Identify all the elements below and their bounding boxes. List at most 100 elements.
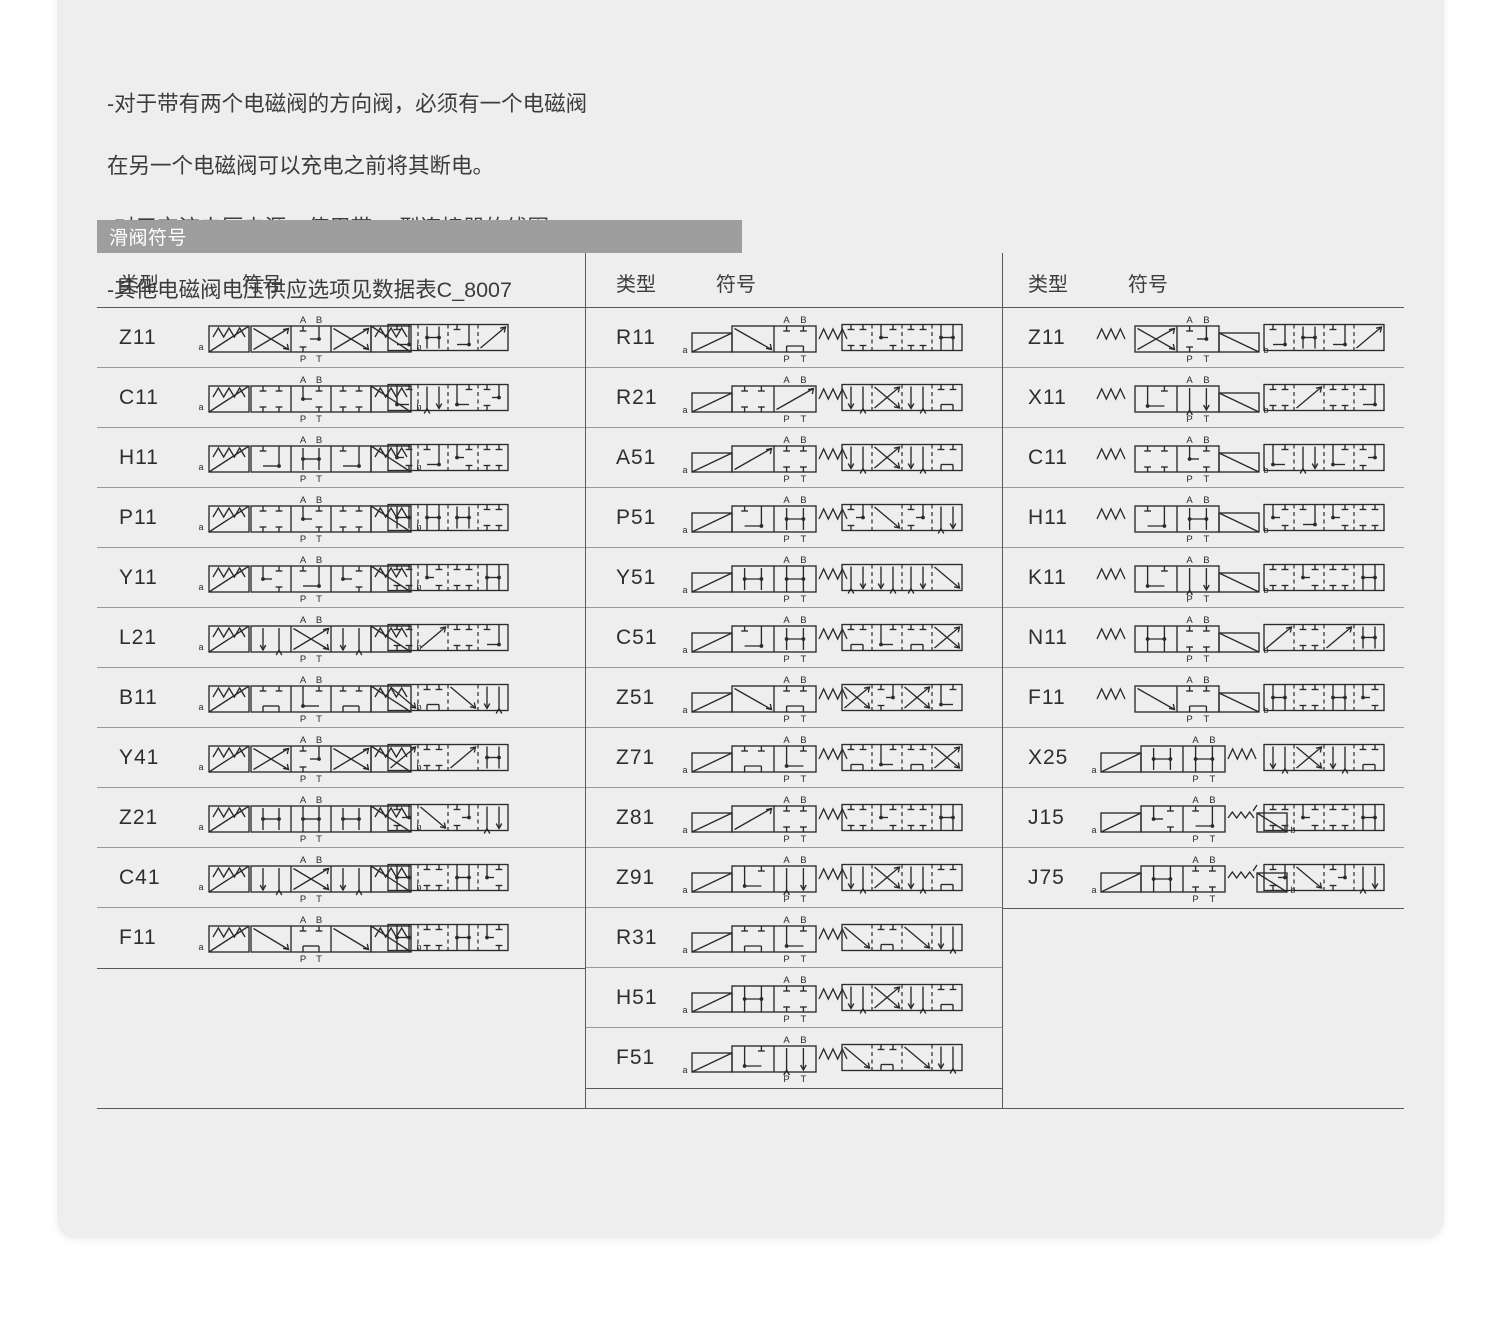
svg-text:A: A (1186, 555, 1193, 566)
svg-text:P: P (300, 894, 306, 905)
svg-text:a: a (198, 342, 203, 352)
table-row: J75 a b A B P T (1003, 848, 1404, 908)
svg-text:A: A (783, 735, 790, 746)
svg-text:A: A (300, 795, 307, 806)
svg-text:T: T (800, 414, 806, 425)
svg-text:B: B (800, 315, 806, 326)
svg-text:A: A (1186, 675, 1193, 686)
svg-text:T: T (1203, 654, 1209, 665)
svg-text:B: B (800, 975, 806, 986)
svg-text:B: B (1209, 855, 1215, 866)
svg-text:T: T (800, 954, 806, 965)
spool-type-code: Z21 (119, 805, 159, 829)
spool-symbol-compact-icon (841, 560, 999, 595)
svg-text:P: P (1192, 834, 1198, 845)
svg-text:T: T (1203, 354, 1209, 365)
svg-text:P: P (1186, 534, 1192, 545)
svg-text:P: P (1186, 414, 1192, 425)
spool-symbol-compact-icon (841, 680, 999, 715)
svg-text:B: B (316, 375, 322, 386)
spool-symbol-compact-icon (841, 800, 999, 835)
spool-symbol-compact-icon (841, 920, 999, 955)
svg-text:P: P (300, 594, 306, 605)
svg-text:P: P (300, 834, 306, 845)
svg-text:b: b (416, 942, 421, 952)
svg-text:A: A (783, 315, 790, 326)
svg-text:b: b (416, 462, 421, 472)
svg-text:T: T (316, 474, 322, 485)
table-header-row: 类型 符号 (1003, 253, 1404, 308)
svg-text:B: B (316, 795, 322, 806)
svg-text:B: B (316, 495, 322, 506)
spool-symbol-compact-icon (841, 500, 999, 535)
svg-text:P: P (1186, 654, 1192, 665)
spool-type-code: R21 (616, 385, 658, 409)
spool-symbol-compact-icon (387, 921, 577, 956)
svg-text:B: B (1203, 495, 1209, 506)
spool-type-code: J75 (1028, 866, 1065, 889)
svg-text:T: T (1203, 474, 1209, 485)
block-bottom-rule (586, 1088, 1002, 1089)
spool-symbol-compact-icon (1263, 620, 1418, 655)
spool-type-code: Z71 (616, 745, 656, 769)
spool-symbol-compact-icon (1263, 800, 1418, 835)
svg-text:P: P (300, 654, 306, 665)
table-body: R11 a A B P T R21 a A B P T A51 a A B P T P51 a A B P T Y51 a A B P T… (586, 308, 1002, 1088)
svg-text:a: a (682, 525, 687, 535)
column-header-symbol: 符号 (242, 274, 282, 296)
svg-text:P: P (783, 894, 789, 905)
note-line: -其他电磁阀电压供应选项见数据表C_8007 (107, 278, 512, 302)
spool-type-code: Z11 (1028, 325, 1066, 349)
table-block-1: 类型 符号 Z11 a b A B P T C11 a b A B P T H11 a b A B P T P11 a b A B… (97, 253, 585, 1108)
svg-text:T: T (1203, 594, 1209, 605)
table-block-3: 类型 符号 Z11 b A B P T X11 b A B P T C11 b A B P T H11 b A B P T K1… (1002, 253, 1404, 1108)
svg-text:T: T (800, 1014, 806, 1025)
spool-type-code: N11 (1028, 625, 1068, 649)
svg-text:B: B (316, 855, 322, 866)
svg-text:T: T (800, 534, 806, 545)
svg-text:T: T (800, 774, 806, 785)
svg-text:T: T (1209, 834, 1215, 845)
column-header-symbol: 符号 (1128, 274, 1168, 296)
svg-text:T: T (1203, 414, 1209, 425)
spool-type-code: Z51 (616, 685, 656, 709)
svg-text:a: a (682, 585, 687, 595)
svg-text:a: a (682, 1005, 687, 1015)
svg-text:T: T (800, 594, 806, 605)
spool-symbol-compact-icon (841, 320, 999, 355)
table-row: H51 a A B P T (586, 968, 1002, 1028)
svg-text:B: B (1209, 735, 1215, 746)
svg-text:T: T (1209, 894, 1215, 905)
svg-text:a: a (1091, 765, 1096, 775)
spool-symbol-compact-icon (1263, 500, 1418, 535)
svg-text:A: A (783, 675, 790, 686)
svg-text:a: a (682, 345, 687, 355)
svg-text:a: a (682, 825, 687, 835)
spool-type-code: L21 (119, 625, 158, 649)
svg-text:P: P (783, 834, 789, 845)
spool-symbol-compact-icon (387, 860, 577, 895)
svg-text:B: B (800, 495, 806, 506)
spool-symbol-compact-icon (387, 620, 577, 655)
table-header-row: 类型 符号 (586, 253, 1002, 308)
table-row: Z11 a b A B P T (97, 308, 585, 368)
svg-text:T: T (1203, 714, 1209, 725)
svg-text:T: T (1203, 534, 1209, 545)
spool-type-code: C51 (616, 625, 658, 649)
svg-text:A: A (783, 555, 790, 566)
svg-text:A: A (1186, 315, 1193, 326)
spool-symbol-compact-icon (841, 440, 999, 475)
svg-text:B: B (316, 315, 322, 326)
table-body: Z11 a b A B P T C11 a b A B P T H11 a b A B P T P11 a b A B P T Y11 a… (97, 308, 585, 968)
svg-text:B: B (316, 615, 322, 626)
svg-text:B: B (800, 1035, 806, 1046)
table-row: R11 a A B P T (586, 308, 1002, 368)
spool-symbol-compact-icon (841, 620, 999, 655)
